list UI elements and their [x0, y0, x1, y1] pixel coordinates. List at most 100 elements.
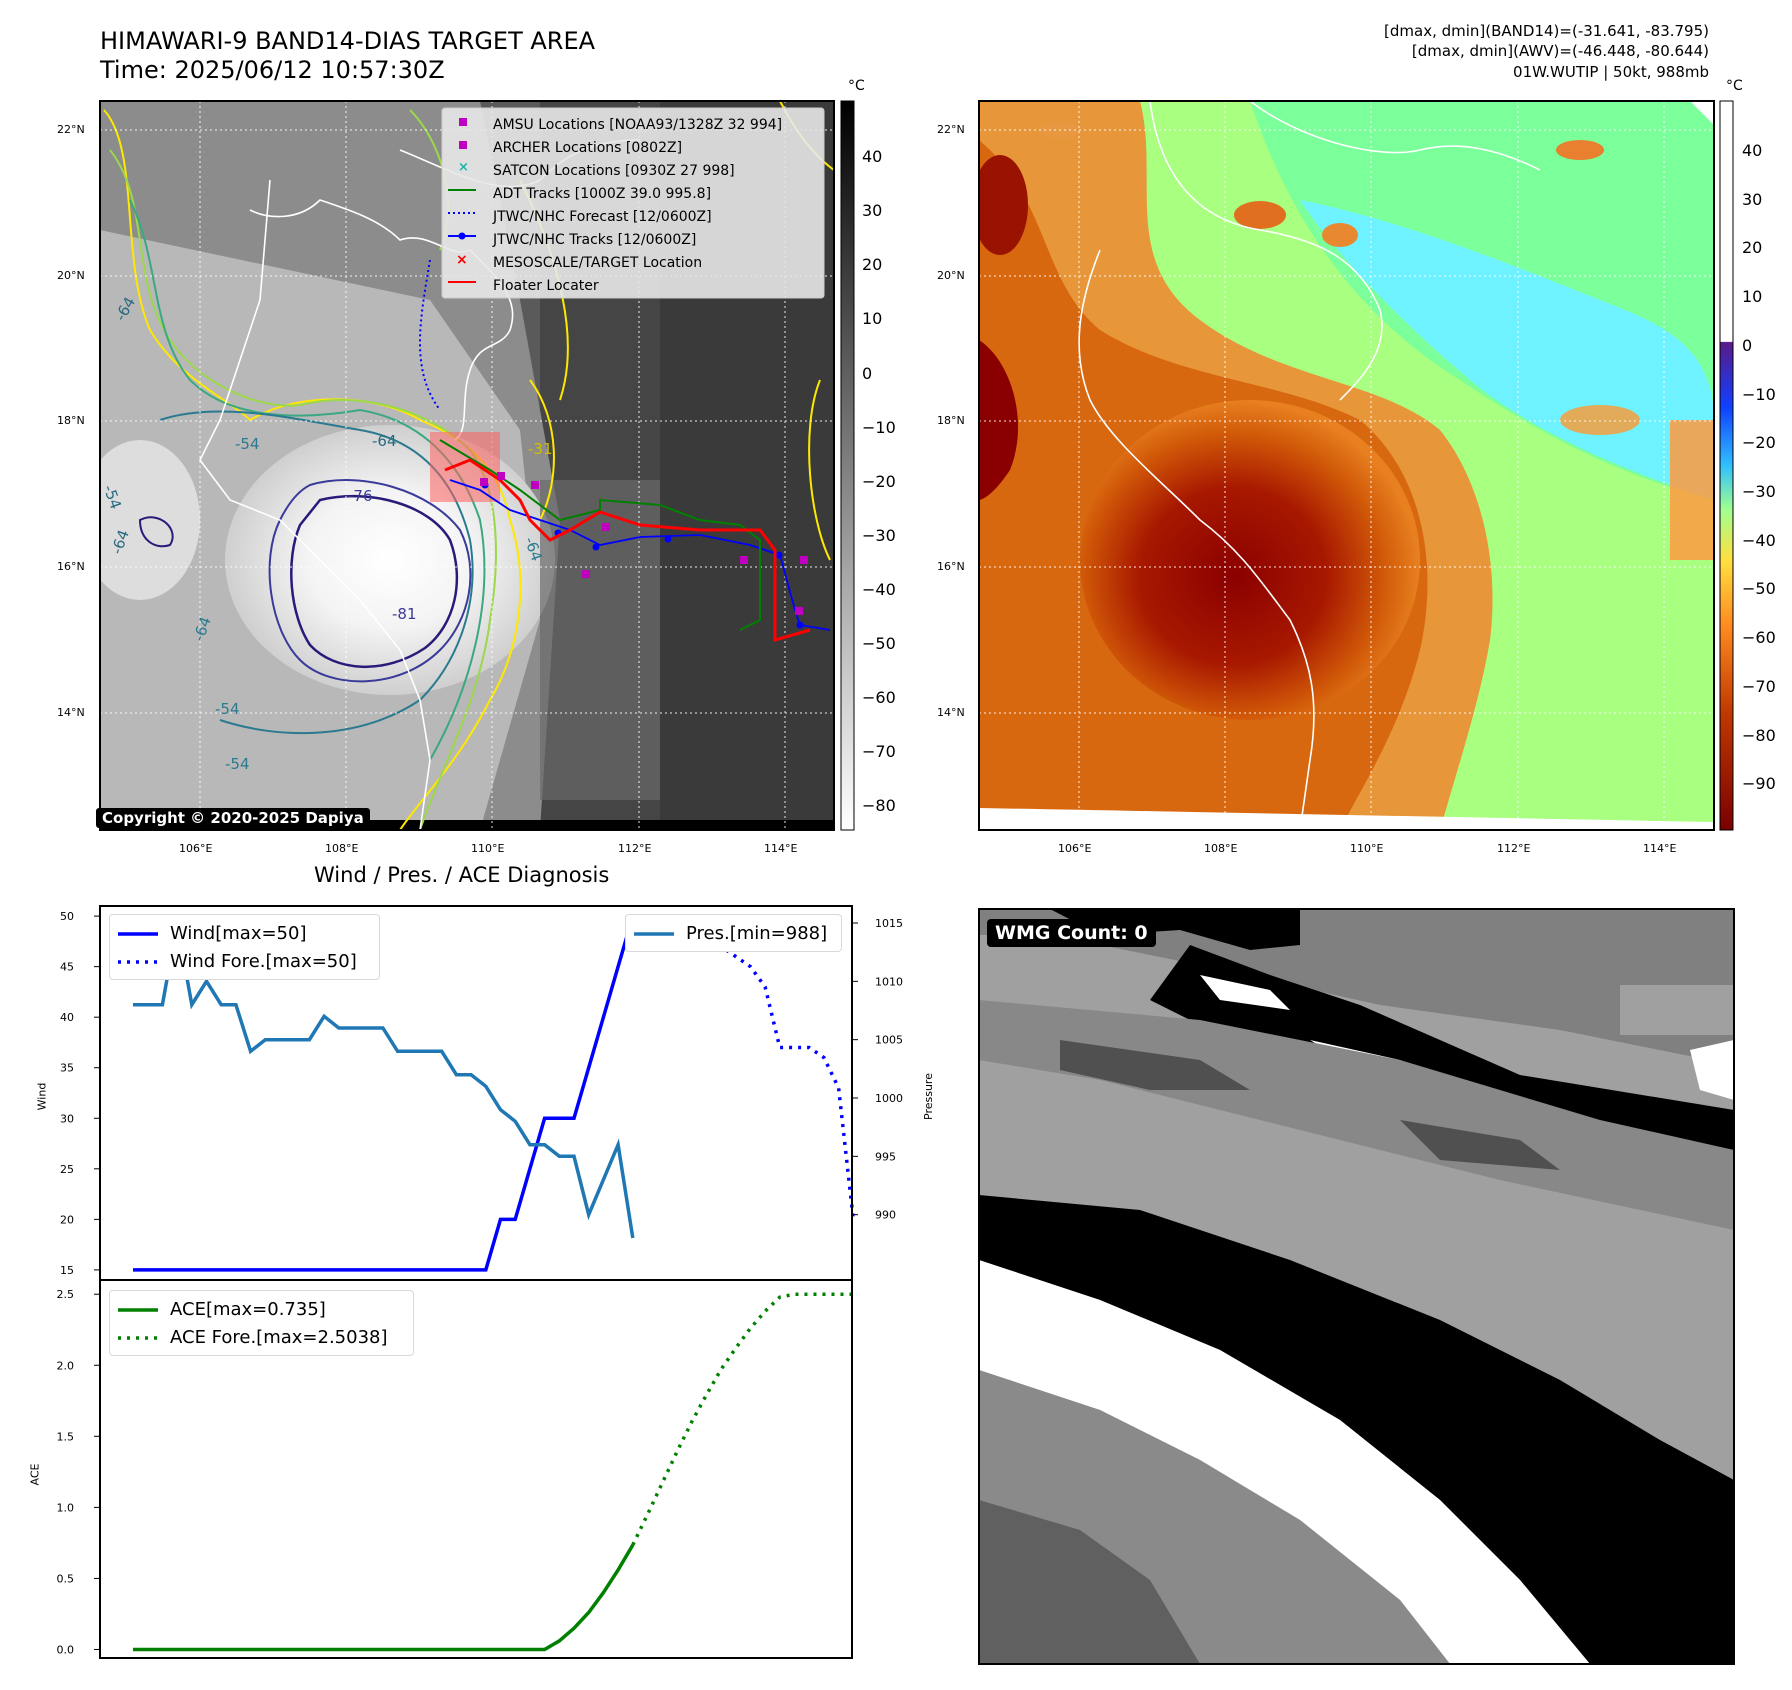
tl-lon-label: 106°E [179, 842, 213, 855]
tl-colorbar-unit: °C [848, 78, 865, 94]
legend-marker-amsu [459, 118, 467, 126]
contour-label: -64 [372, 432, 397, 450]
tl-lat-label: 14°N [57, 706, 85, 719]
ace-legend-label: ACE[max=0.735] [170, 1299, 326, 1320]
legend-marker-satcon: × [458, 160, 469, 175]
pressure-legend: Pres.[min=988] [625, 914, 842, 952]
legend-item-archer: ARCHER Locations [0802Z] [493, 140, 683, 156]
tr-colorbar [1719, 100, 1734, 831]
ace-fore-legend-label: ACE Fore.[max=2.5038] [170, 1327, 388, 1348]
tr-cb-tick: 0 [1742, 336, 1753, 355]
copyright-label: Copyright © 2020-2025 Dapiya [96, 808, 370, 828]
ace-tick-label: 1.5 [57, 1430, 75, 1443]
contour-label: -31 [528, 440, 553, 458]
tl-cb-tick: −80 [862, 796, 896, 815]
tl-colorbar [840, 100, 855, 831]
tr-cb-tick: −80 [1742, 726, 1776, 745]
legend-item-amsu: AMSU Locations [NOAA93/1328Z 32 994] [493, 117, 783, 133]
legend-item-jtwc-track: JTWC/NHC Tracks [12/0600Z] [493, 232, 697, 248]
legend-marker-target: × [456, 252, 468, 268]
tl-lat-label: 18°N [57, 414, 85, 427]
tr-header-line2: [dmax, dmin](AWV)=(-46.448, -80.644) [1411, 42, 1709, 60]
tl-cb-tick: 10 [862, 309, 883, 328]
contour-label: -81 [392, 605, 417, 623]
tr-cb-tick: 10 [1742, 287, 1763, 306]
tl-cb-tick: 30 [862, 201, 883, 220]
tr-cb-tick: 40 [1742, 141, 1763, 160]
tl-lon-label: 110°E [471, 842, 505, 855]
ace-series-line-1 [631, 1292, 854, 1546]
wind-tick-label: 35 [60, 1062, 74, 1075]
tr-cb-tick: −50 [1742, 579, 1776, 598]
contour-label: -54 [225, 755, 250, 773]
tr-lat-label: 14°N [937, 706, 965, 719]
tr-cb-tick: −20 [1742, 433, 1776, 452]
tr-colorbar-unit: °C [1726, 78, 1743, 94]
tl-legend-markers: × × [448, 118, 476, 283]
pressure-tick-label: 1000 [875, 1092, 903, 1105]
contour-label: -76 [348, 487, 373, 505]
tr-header-line3: 01W.WUTIP | 50kt, 988mb [1513, 63, 1709, 81]
tr-lon-label: 114°E [1643, 842, 1677, 855]
tr-cb-tick: −90 [1742, 774, 1776, 793]
tl-title-line2: Time: 2025/06/12 10:57:30Z [100, 56, 445, 84]
tl-lat-label: 20°N [57, 269, 85, 282]
tr-lon-label: 110°E [1350, 842, 1384, 855]
tr-lat-label: 22°N [937, 123, 965, 136]
tl-lon-label: 112°E [618, 842, 652, 855]
tl-cb-tick: −50 [862, 634, 896, 653]
pressure-tick-label: 990 [875, 1209, 896, 1222]
tr-cb-tick: 30 [1742, 190, 1763, 209]
tl-cb-tick: 40 [862, 147, 883, 166]
wind-tick-label: 30 [60, 1112, 74, 1125]
wind-tick-label: 50 [60, 910, 74, 923]
tr-cb-tick: −70 [1742, 677, 1776, 696]
tl-cb-tick: −10 [862, 418, 896, 437]
tl-cb-tick: −30 [862, 526, 896, 545]
ace-legend: ACE[max=0.735] ACE Fore.[max=2.5038] [109, 1290, 414, 1356]
legend-marker-archer [459, 141, 467, 149]
wind-tick-label: 20 [60, 1213, 74, 1226]
wind-legend-label: Wind[max=50] [170, 923, 307, 944]
tr-cb-tick: −60 [1742, 628, 1776, 647]
tr-lat-label: 20°N [937, 269, 965, 282]
tr-lon-label: 108°E [1204, 842, 1238, 855]
ace-tick-label: 2.5 [57, 1288, 75, 1301]
tl-lat-label: 16°N [57, 560, 85, 573]
pressure-tick-label: 1010 [875, 975, 903, 988]
tr-lon-label: 112°E [1497, 842, 1531, 855]
tl-lon-label: 108°E [325, 842, 359, 855]
legend-item-adt: ADT Tracks [1000Z 39.0 995.8] [493, 186, 712, 202]
tr-cb-tick: 20 [1742, 238, 1763, 257]
wind-tick-label: 25 [60, 1163, 74, 1176]
wind-tick-label: 40 [60, 1011, 74, 1024]
pressure-tick-label: 1005 [875, 1034, 903, 1047]
tr-cb-tick: −40 [1742, 531, 1776, 550]
pressure-legend-label: Pres.[min=988] [686, 923, 828, 944]
ace-tick-label: 0.5 [57, 1572, 75, 1585]
legend-item-floater: Floater Locater [493, 278, 599, 294]
tl-lat-label: 22°N [57, 123, 85, 136]
legend-item-satcon: SATCON Locations [0930Z 27 998] [493, 163, 735, 179]
tr-lat-label: 16°N [937, 560, 965, 573]
contour-label: -54 [235, 435, 260, 453]
ace-series-line-0 [133, 1544, 635, 1652]
ace-tick-label: 0.0 [57, 1643, 75, 1656]
pressure-tick-label: 995 [875, 1150, 896, 1163]
tl-cb-tick: −20 [862, 472, 896, 491]
tr-cb-tick: −30 [1742, 482, 1776, 501]
tl-cb-tick: 20 [862, 255, 883, 274]
chart-title: Wind / Pres. / ACE Diagnosis [314, 863, 610, 887]
series-line-0 [133, 915, 635, 1272]
legend-item-forecast: JTWC/NHC Forecast [12/0600Z] [493, 209, 712, 225]
tl-lon-label: 114°E [764, 842, 798, 855]
series-line-2 [133, 922, 635, 1239]
tl-legend: AMSU Locations [NOAA93/1328Z 32 994] ARC… [493, 114, 782, 298]
ace-tick-label: 2.0 [57, 1359, 75, 1372]
wmg-count-label: WMG Count: 0 [987, 919, 1156, 947]
wind-legend: Wind[max=50] Wind Fore.[max=50] [109, 914, 380, 980]
tl-cb-tick: −60 [862, 688, 896, 707]
wind-fore-legend-label: Wind Fore.[max=50] [170, 951, 357, 972]
wind-tick-label: 45 [60, 961, 74, 974]
